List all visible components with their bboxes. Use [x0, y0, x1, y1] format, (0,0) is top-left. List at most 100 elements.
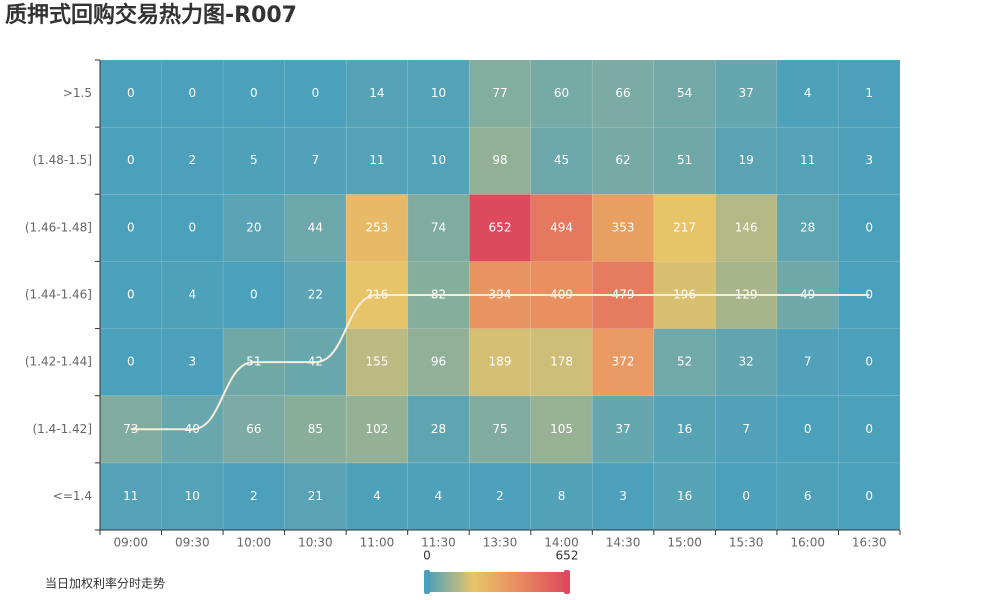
cell-label: 96: [431, 355, 446, 369]
cell-label: 11: [123, 489, 138, 503]
visual-map-bar: [427, 572, 567, 592]
cell-label: 3: [619, 489, 627, 503]
heat-cell: [837, 395, 901, 464]
cell-label: 44: [308, 220, 323, 234]
heat-cell: [653, 395, 716, 464]
heat-cell: [222, 59, 286, 128]
cell-label: 7: [804, 355, 812, 369]
heat-cell: [99, 462, 163, 531]
cell-label: 0: [312, 86, 320, 100]
cell-label: 146: [735, 220, 758, 234]
cell-label: 0: [865, 355, 873, 369]
cell-label: 22: [308, 288, 323, 302]
heat-cell: [345, 395, 409, 464]
heat-cell: [714, 328, 778, 397]
cell-label: 2: [188, 153, 196, 167]
cell-label: 10: [431, 153, 446, 167]
heat-cell: [714, 126, 778, 195]
cell-label: 4: [373, 489, 381, 503]
cell-label: 3: [865, 153, 873, 167]
heat-cell: [591, 328, 655, 397]
heat-cell: [776, 462, 839, 531]
cell-label: 10: [431, 86, 446, 100]
cell-label: 85: [308, 422, 323, 436]
heat-cell: [99, 126, 163, 195]
cell-label: 74: [431, 220, 446, 234]
cell-label: 4: [804, 86, 812, 100]
cell-label: 0: [127, 153, 135, 167]
chart-title: 质押式回购交易热力图-R007: [5, 2, 297, 28]
visual-map-handle: [424, 570, 430, 594]
cell-label: 0: [742, 489, 750, 503]
heat-cell: [407, 193, 470, 262]
cell-label: 28: [431, 422, 446, 436]
cell-label: 0: [127, 355, 135, 369]
heat-cell: [99, 59, 163, 128]
cell-label: 0: [127, 86, 135, 100]
cell-label: 75: [492, 422, 507, 436]
cell-label: 66: [246, 422, 261, 436]
heat-cell: [284, 395, 347, 464]
cell-label: 52: [677, 355, 692, 369]
heat-cell: [222, 126, 286, 195]
cell-label: 21: [308, 489, 323, 503]
cell-label: 62: [615, 153, 630, 167]
heat-cell: [530, 193, 593, 262]
x-tick-label: 14:00: [544, 536, 579, 550]
cell-label: 16: [677, 489, 692, 503]
cell-label: 353: [612, 220, 635, 234]
heat-cell: [222, 193, 286, 262]
heat-cell: [776, 328, 839, 397]
heat-cell: [591, 126, 655, 195]
x-tick-label: 10:30: [298, 536, 333, 550]
x-tick-label: 15:00: [667, 536, 702, 550]
heat-cell: [222, 260, 286, 330]
cell-label: 178: [550, 355, 573, 369]
cell-label: 11: [800, 153, 815, 167]
heat-cell: [468, 193, 532, 262]
heat-cell: [407, 395, 470, 464]
heat-cell: [161, 462, 224, 531]
y-tick-label: (1.42-1.44]: [25, 355, 92, 369]
cell-label: 45: [554, 153, 569, 167]
visual-map-handle: [564, 570, 570, 594]
cell-label: 4: [188, 288, 196, 302]
cell-label: 189: [489, 355, 512, 369]
x-tick-label: 14:30: [606, 536, 641, 550]
heat-cell: [222, 395, 286, 464]
cell-label: 8: [558, 489, 566, 503]
heat-cell: [776, 126, 839, 195]
x-tick-label: 15:30: [729, 536, 764, 550]
y-tick-label: (1.44-1.46]: [25, 288, 92, 302]
heat-cell: [653, 193, 716, 262]
cell-label: 494: [550, 220, 573, 234]
x-tick-label: 16:00: [790, 536, 825, 550]
cell-label: 155: [365, 355, 388, 369]
x-tick-label: 09:00: [113, 536, 148, 550]
y-tick-label: >1.5: [63, 86, 92, 100]
cell-label: 253: [365, 220, 388, 234]
cell-label: 10: [185, 489, 200, 503]
cell-label: 0: [250, 86, 258, 100]
y-tick-label: (1.46-1.48]: [25, 220, 92, 234]
y-tick-label: <=1.4: [53, 489, 92, 503]
heat-cell: [161, 193, 224, 262]
cell-label: 7: [742, 422, 750, 436]
cell-label: 0: [188, 86, 196, 100]
x-tick-label: 11:00: [360, 536, 395, 550]
heat-cell: [530, 462, 593, 531]
heat-cell: [345, 328, 409, 397]
heat-cell: [345, 126, 409, 195]
cell-label: 16: [677, 422, 692, 436]
cell-label: 0: [127, 288, 135, 302]
cell-label: 0: [250, 288, 258, 302]
cell-label: 3: [188, 355, 196, 369]
legend-label: 当日加权利率分时走势: [45, 576, 165, 591]
heat-cell: [714, 59, 778, 128]
heat-cell: [284, 462, 347, 531]
cell-label: 652: [489, 220, 512, 234]
heat-cell: [776, 395, 839, 464]
cell-label: 105: [550, 422, 573, 436]
trend-line: [130, 294, 870, 431]
